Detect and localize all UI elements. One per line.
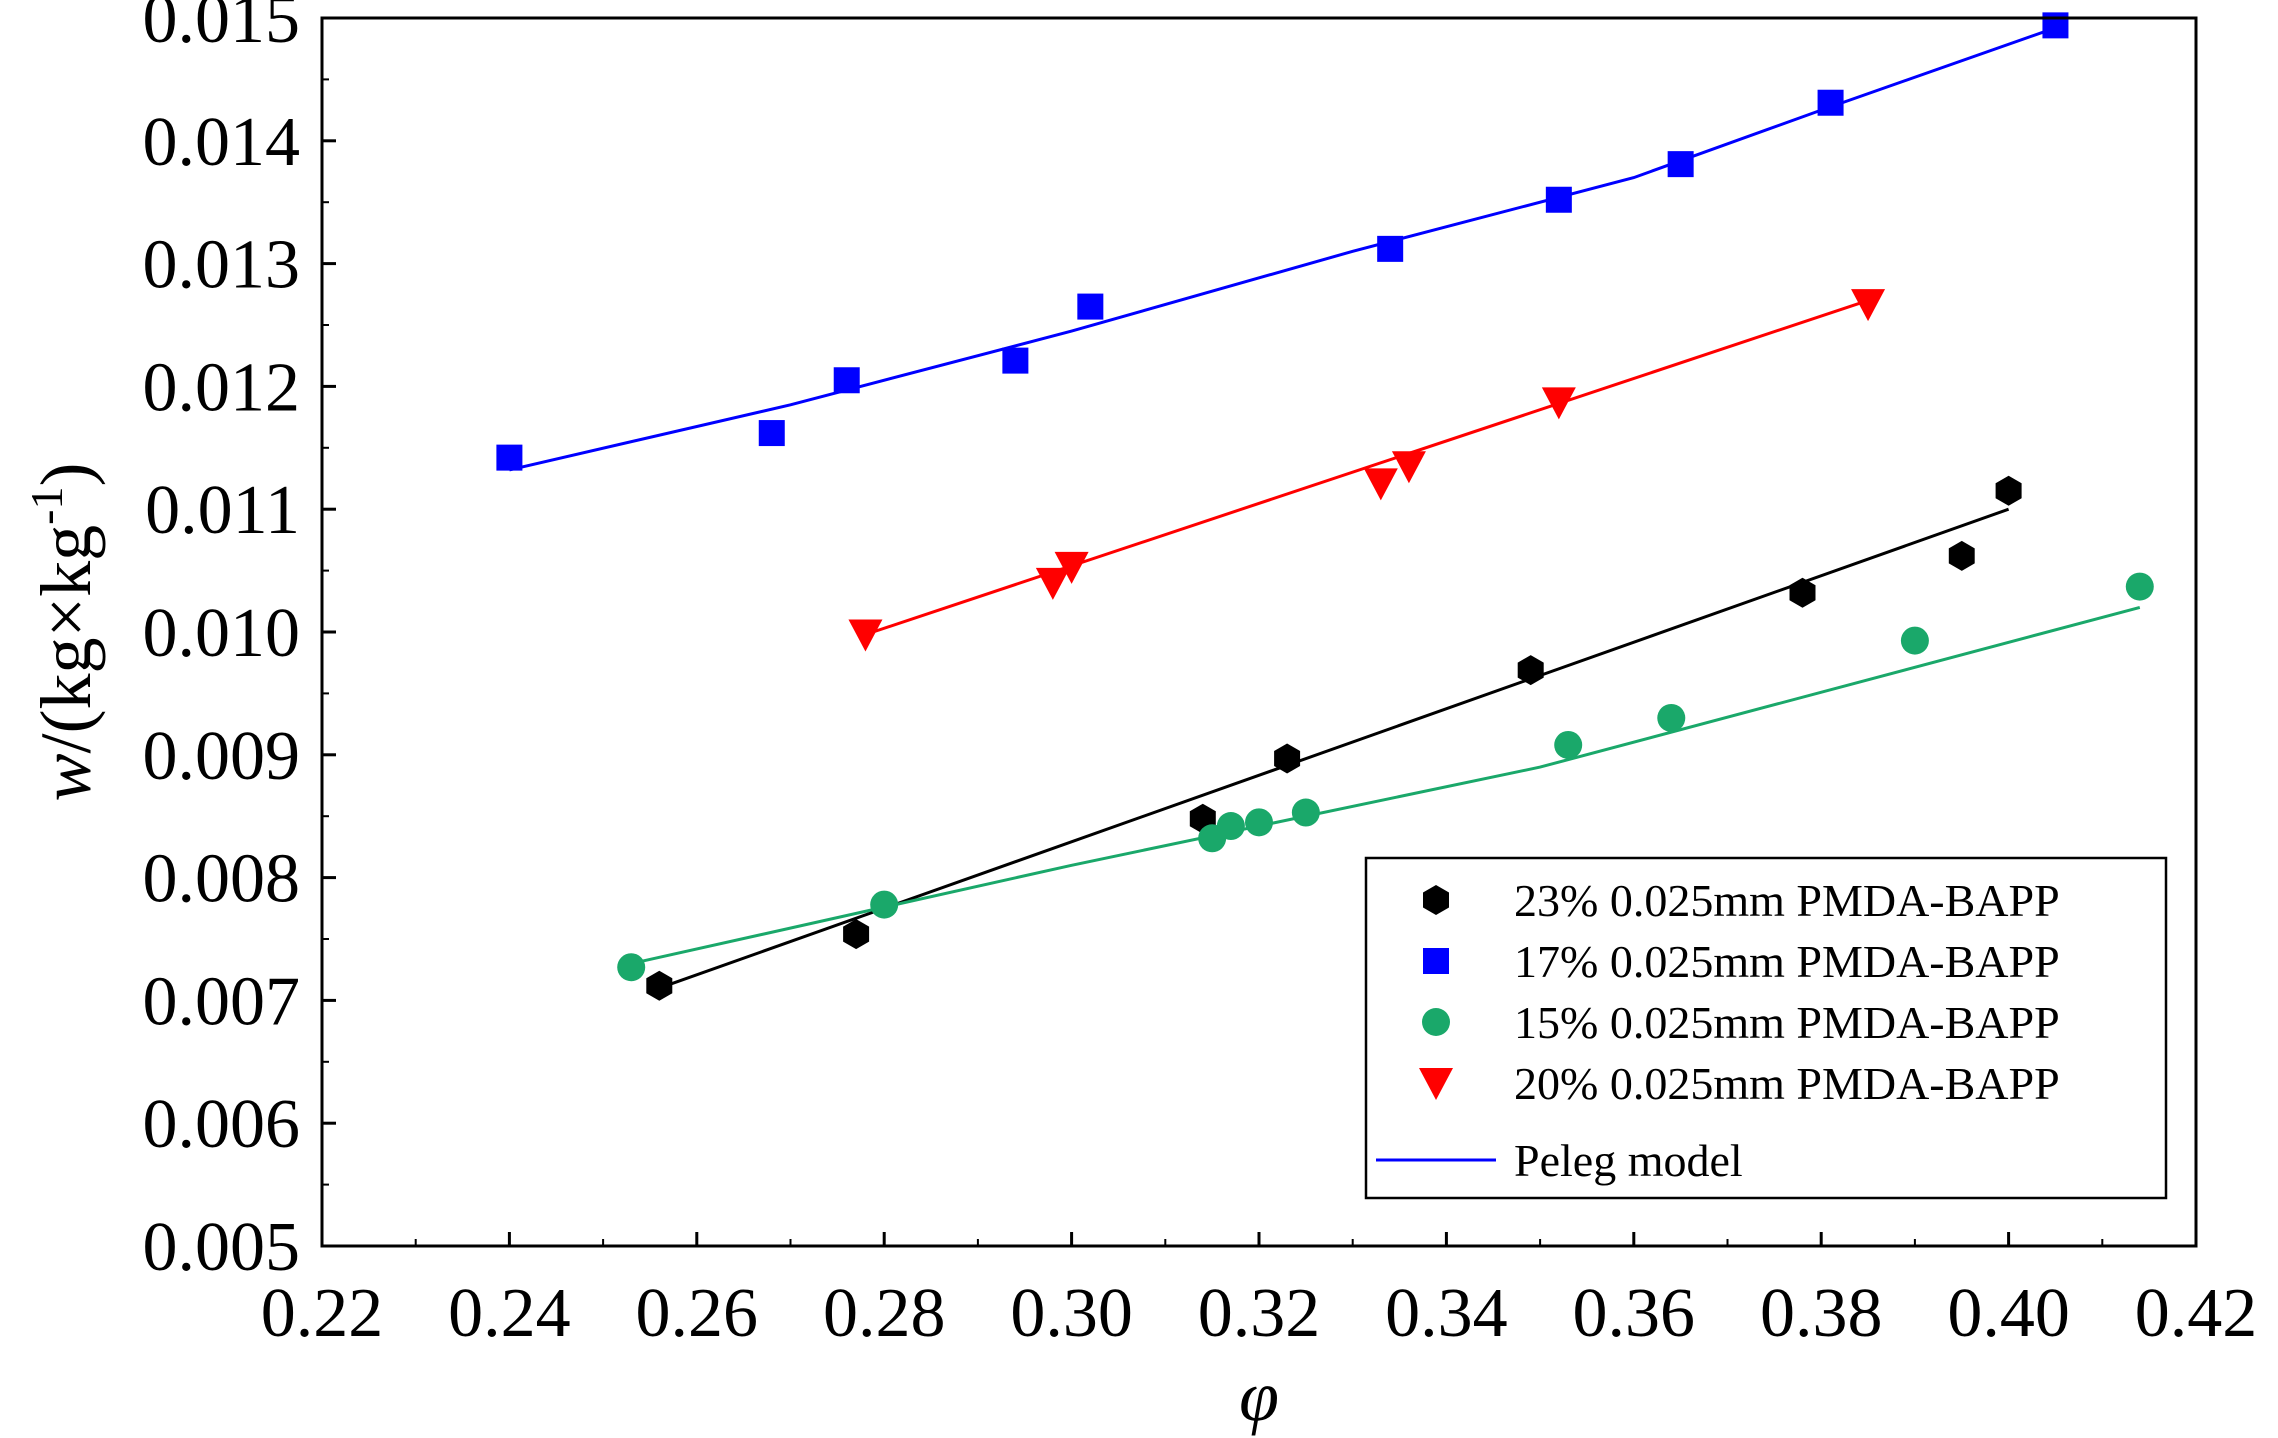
legend-marker-circle (1422, 1008, 1450, 1036)
data-point-series-1-9 (2042, 12, 2069, 39)
data-point-series-1-1 (758, 420, 785, 447)
x-tick-label: 0.38 (1760, 1275, 1883, 1352)
x-tick-label: 0.42 (2135, 1275, 2258, 1352)
data-point-series-0-7 (1995, 475, 2022, 506)
data-point-series-1-2 (833, 367, 860, 394)
data-point-series-2-3 (1216, 812, 1245, 841)
data-point-series-2-1 (870, 890, 899, 919)
legend-marker-triangle-down (1419, 1068, 1453, 1100)
y-axis-title-unit: /(kg×kg (26, 525, 106, 754)
legend-label-series-2: 15% 0.025mm PMDA-BAPP (1514, 997, 2060, 1048)
data-point-series-0-4 (1517, 655, 1544, 686)
data-point-series-1-6 (1545, 186, 1572, 213)
data-point-series-3-0 (848, 619, 883, 652)
y-tick-label: 0.006 (143, 1086, 301, 1163)
y-axis: 0.005 0.006 0.007 0.008 0.009 0.010 0.011 0.012… (143, 0, 336, 1286)
x-tick-label: 0.34 (1385, 1275, 1508, 1352)
y-axis-title: w/(kg×kg-1) (21, 463, 106, 802)
fit-lines (509, 26, 2141, 990)
legend-entry-series-2: 15% 0.025mm PMDA-BAPP (1422, 997, 2060, 1048)
x-tick-label: 0.36 (1573, 1275, 1696, 1352)
data-point-series-1-0 (496, 444, 523, 471)
fit-line-series-3 (865, 298, 1869, 636)
data-point-series-0-0 (646, 970, 673, 1001)
y-tick-label: 0.011 (145, 472, 300, 549)
x-axis-title: φ (1239, 1356, 1279, 1436)
x-tick-label: 0.28 (823, 1275, 946, 1352)
data-markers (496, 12, 2154, 1001)
data-point-series-2-9 (2125, 572, 2154, 601)
y-tick-label: 0.010 (143, 595, 301, 672)
y-tick-label: 0.013 (143, 227, 301, 304)
legend-entry-series-1: 17% 0.025mm PMDA-BAPP (1423, 936, 2060, 987)
x-axis: 0.22 0.24 0.26 0.28 0.30 0.32 0.34 0.36 0.38 0.40… (261, 1232, 2258, 1352)
legend-label-model: Peleg model (1514, 1135, 1743, 1186)
data-point-series-0-1 (843, 919, 870, 950)
y-tick-label: 0.015 (143, 0, 301, 58)
y-tick-label: 0.007 (143, 963, 301, 1040)
data-point-series-1-8 (1817, 89, 1844, 116)
data-point-series-3-1 (1035, 567, 1070, 600)
data-point-series-1-5 (1377, 235, 1404, 262)
legend: 23% 0.025mm PMDA-BAPP 17% 0.025mm PMDA-B… (1364, 856, 2168, 1200)
data-point-series-1-7 (1667, 151, 1694, 178)
x-tick-label: 0.32 (1198, 1275, 1321, 1352)
y-tick-label: 0.014 (143, 104, 301, 181)
legend-entry-series-0: 23% 0.025mm PMDA-BAPP (1423, 875, 2060, 926)
data-point-series-3-4 (1391, 451, 1426, 484)
y-tick-label: 0.012 (143, 349, 301, 426)
legend-symbol-square (1423, 948, 1449, 974)
data-point-series-2-6 (1554, 730, 1583, 759)
data-point-series-2-5 (1291, 798, 1320, 827)
data-point-series-3-3 (1363, 468, 1398, 501)
legend-entry-series-3: 20% 0.025mm PMDA-BAPP (1419, 1058, 2060, 1109)
x-tick-label: 0.26 (636, 1275, 759, 1352)
data-point-series-3-5 (1541, 387, 1576, 420)
legend-symbol-hexagon (1423, 885, 1449, 915)
legend-marker-square (1423, 948, 1449, 974)
data-point-series-0-3 (1274, 743, 1301, 774)
x-tick-label: 0.30 (1010, 1275, 1133, 1352)
x-tick-label: 0.24 (448, 1275, 571, 1352)
y-axis-title-variable: w (26, 753, 106, 801)
legend-box (1364, 856, 2168, 1200)
x-tick-label: 0.22 (261, 1275, 384, 1352)
data-point-series-2-4 (1245, 808, 1273, 837)
y-tick-label: 0.008 (143, 841, 301, 918)
data-point-series-2-7 (1657, 703, 1686, 732)
legend-label-series-1: 17% 0.025mm PMDA-BAPP (1514, 936, 2060, 987)
data-point-series-1-4 (1077, 293, 1104, 320)
data-point-series-3-2 (1054, 551, 1089, 584)
y-tick-label: 0.009 (143, 718, 301, 795)
data-point-series-1-3 (1002, 347, 1029, 374)
data-point-series-2-8 (1900, 626, 1929, 655)
data-point-series-2-0 (617, 953, 646, 982)
legend-label-series-3: 20% 0.025mm PMDA-BAPP (1514, 1058, 2060, 1109)
y-axis-title-exponent: -1 (21, 487, 72, 525)
data-point-series-0-5 (1789, 577, 1816, 608)
legend-label-series-0: 23% 0.025mm PMDA-BAPP (1514, 875, 2060, 926)
data-point-series-3-6 (1851, 289, 1886, 322)
legend-symbol-triangle-down (1419, 1068, 1453, 1100)
x-tick-label: 0.40 (1947, 1275, 2070, 1352)
y-axis-title-close: ) (26, 463, 106, 487)
legend-entry-model: Peleg model (1376, 1135, 1743, 1186)
y-tick-label: 0.005 (143, 1209, 301, 1286)
legend-marker-hexagon (1423, 885, 1449, 915)
data-point-series-0-6 (1948, 540, 1975, 571)
legend-symbol-circle (1422, 1008, 1450, 1036)
